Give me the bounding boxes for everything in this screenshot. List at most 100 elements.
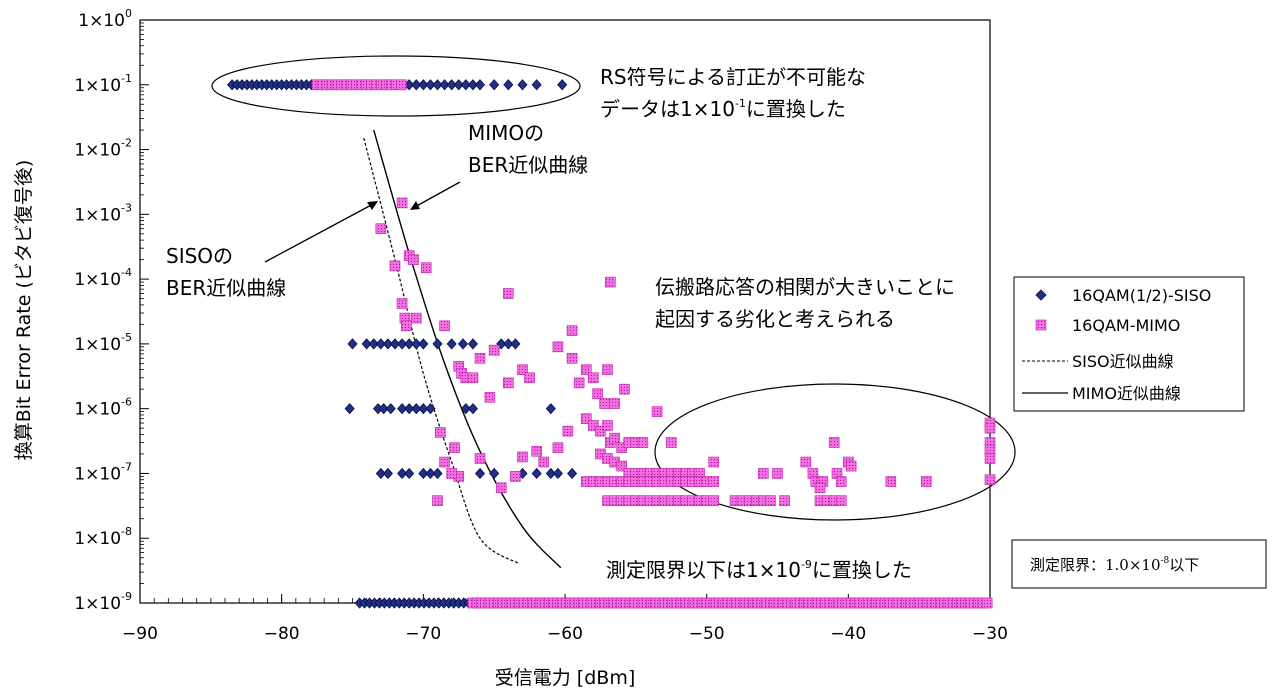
mimo-point: [503, 377, 514, 389]
siso-arrow-head: [367, 201, 378, 210]
mimo-point: [435, 427, 446, 438]
mimo-point: [432, 495, 443, 506]
mimo-point: [651, 406, 663, 417]
siso-point: [389, 338, 401, 350]
annotation-rs-1: RS符号による訂正が不可能な: [600, 65, 866, 89]
mimo-point: [845, 460, 857, 472]
mimo-point: [609, 432, 620, 444]
mimo-point: [573, 377, 585, 389]
siso-point: [567, 467, 578, 480]
annotation-mimo-1: MIMOの: [468, 121, 544, 145]
mimo-point: [800, 456, 812, 468]
x-tick-label: −70: [405, 624, 441, 644]
mimo-point: [495, 482, 507, 494]
mimo-point: [835, 495, 847, 506]
siso-point: [460, 79, 471, 91]
ellipse-correlation: [654, 383, 1016, 521]
mimo-point: [758, 468, 769, 479]
note-box: [1011, 539, 1267, 589]
siso-point: [557, 79, 568, 91]
mimo-arrow-head: [410, 201, 420, 210]
mimo-point: [765, 495, 776, 506]
siso-point: [385, 403, 396, 415]
mimo-point: [588, 372, 599, 384]
note-text: 測定限界：1.0×10-8以下: [1030, 556, 1199, 574]
siso-point: [418, 403, 429, 415]
siso-point: [418, 467, 429, 480]
mimo-points: [311, 79, 996, 609]
mimo-point: [401, 320, 412, 332]
mimo-point: [524, 372, 535, 384]
siso-point: [378, 403, 389, 415]
siso-point: [344, 403, 355, 415]
siso-point: [404, 338, 415, 350]
mimo-point: [566, 352, 578, 364]
siso-point: [545, 403, 556, 415]
legend: 16QAM(1/2)-SISO 16QAM-MIMO SISO近似曲線 MIMO…: [1013, 276, 1245, 412]
siso-point: [404, 467, 415, 480]
ellipse-rs-uncorrectable: [211, 55, 581, 117]
siso-point: [411, 403, 422, 415]
mimo-point: [552, 442, 564, 453]
mimo-point: [920, 476, 932, 487]
siso-point: [474, 467, 486, 480]
siso-point: [347, 338, 358, 350]
mimo-point: [984, 453, 996, 464]
y-tick-label: 1×10-7: [74, 460, 132, 484]
mimo-point: [396, 79, 407, 91]
mimo-point: [609, 398, 620, 409]
y-tick-label: 1×100: [78, 7, 132, 31]
siso-point: [411, 338, 422, 350]
mimo-point: [538, 456, 550, 468]
mimo-point: [488, 344, 500, 356]
y-tick-label: 1×10-5: [74, 331, 132, 355]
annotation-corr-1: 伝搬路応答の相関が大きいことに: [655, 275, 955, 299]
mimo-arrow: [412, 181, 461, 209]
legend-mimo-label: 16QAM-MIMO: [1072, 316, 1180, 335]
siso-point: [467, 338, 478, 350]
siso-point: [432, 338, 443, 350]
mimo-point: [410, 312, 422, 324]
annotation-mimo-2: BER近似曲線: [468, 153, 588, 177]
siso-point: [418, 79, 429, 91]
siso-point: [552, 467, 563, 480]
siso-point: [361, 338, 372, 350]
siso-point: [531, 79, 542, 91]
mimo-point: [420, 262, 432, 274]
siso-point: [368, 338, 379, 350]
siso-point: [425, 467, 436, 480]
x-axis-title: 受信電力 [dBm]: [495, 667, 635, 689]
mimo-point: [389, 260, 401, 272]
mimo-point: [375, 223, 387, 235]
mimo-point: [708, 476, 720, 487]
x-tick-label: −80: [264, 624, 300, 644]
siso-point: [432, 467, 443, 480]
siso-point: [439, 79, 450, 91]
mimo-point: [984, 474, 996, 486]
mimo-point: [814, 482, 826, 494]
siso-point: [425, 403, 436, 415]
siso-point: [467, 403, 478, 415]
siso-point: [375, 338, 386, 350]
siso-point: [397, 403, 408, 415]
mimo-point: [517, 364, 528, 375]
legend-box: [1013, 276, 1245, 412]
x-tick-label: −30: [972, 624, 1008, 644]
x-axis-ticks: −90 −80 −70 −60 −50 −40 −30: [122, 594, 1008, 644]
mimo-point: [439, 456, 450, 468]
mimo-point: [467, 372, 479, 384]
siso-point: [425, 79, 436, 91]
y-tick-label: 1×10-4: [74, 266, 132, 290]
mimo-point: [595, 425, 606, 437]
siso-point: [432, 79, 443, 91]
plot-area: [139, 19, 991, 604]
y-tick-label: 1×10-1: [74, 72, 132, 96]
legend-mimo-curve-label: MIMO近似曲線: [1072, 384, 1181, 403]
annotation-siso-2: BER近似曲線: [166, 276, 286, 300]
siso-point: [510, 338, 521, 350]
siso-point: [503, 79, 514, 91]
siso-point: [489, 467, 500, 480]
mimo-point: [599, 398, 610, 409]
mimo-point: [708, 495, 720, 506]
